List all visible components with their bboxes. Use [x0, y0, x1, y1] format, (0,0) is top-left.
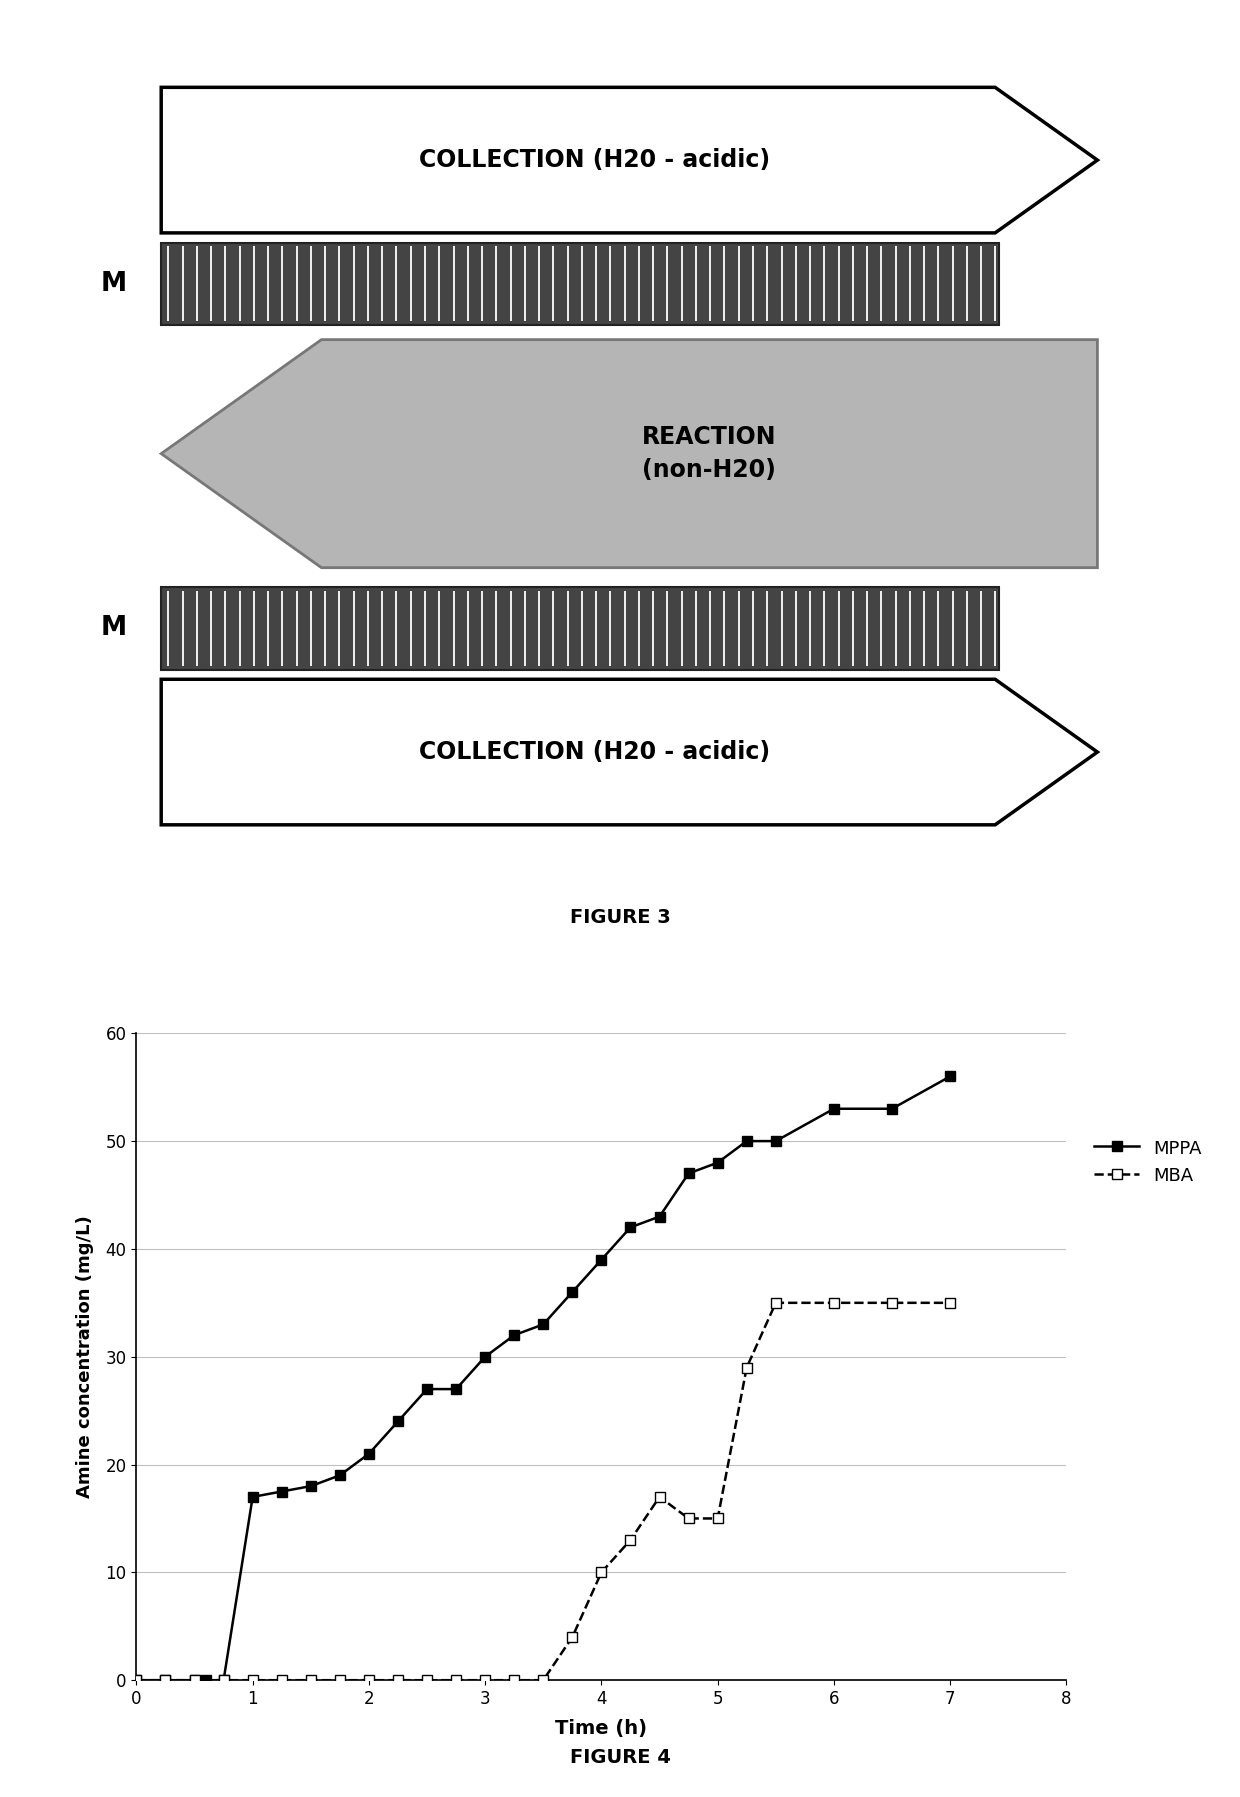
Text: COLLECTION (H20 - acidic): COLLECTION (H20 - acidic) [419, 147, 770, 173]
MBA [942, 1292, 957, 1314]
MBA [274, 1669, 289, 1691]
MPPA [594, 1249, 609, 1270]
Y-axis label: Amine concentration (mg/L): Amine concentration (mg/L) [77, 1215, 94, 1499]
MBA [477, 1669, 492, 1691]
MBA [884, 1292, 899, 1314]
Text: FIGURE 3: FIGURE 3 [569, 907, 671, 927]
MPPA [216, 1669, 231, 1691]
MBA [739, 1357, 754, 1378]
MBA [622, 1529, 637, 1551]
MPPA [942, 1066, 957, 1087]
Text: REACTION
(non-H20): REACTION (non-H20) [642, 424, 776, 482]
FancyBboxPatch shape [161, 243, 999, 325]
Legend: MPPA, MBA: MPPA, MBA [1094, 1139, 1202, 1184]
MPPA [536, 1314, 551, 1335]
MPPA [477, 1346, 492, 1368]
MBA [711, 1508, 725, 1529]
MPPA [711, 1152, 725, 1173]
MBA [157, 1669, 172, 1691]
MPPA [652, 1206, 667, 1227]
MBA [216, 1669, 231, 1691]
Polygon shape [161, 340, 1097, 568]
MBA [652, 1486, 667, 1508]
MPPA [362, 1443, 377, 1465]
MPPA [449, 1378, 464, 1400]
MBA [827, 1292, 842, 1314]
MPPA [769, 1130, 784, 1152]
MPPA [274, 1481, 289, 1502]
MPPA [507, 1324, 522, 1346]
MPPA [157, 1669, 172, 1691]
Text: FIGURE 4: FIGURE 4 [569, 1748, 671, 1766]
MBA [246, 1669, 260, 1691]
MPPA [391, 1411, 405, 1432]
MPPA [129, 1669, 144, 1691]
MPPA [622, 1217, 637, 1238]
MBA [769, 1292, 784, 1314]
MPPA [187, 1669, 202, 1691]
FancyBboxPatch shape [161, 588, 999, 670]
MBA [304, 1669, 319, 1691]
MBA [362, 1669, 377, 1691]
MBA [536, 1669, 551, 1691]
MBA [565, 1626, 580, 1648]
X-axis label: Time (h): Time (h) [556, 1720, 647, 1738]
MBA [391, 1669, 405, 1691]
MBA [419, 1669, 434, 1691]
MBA [332, 1669, 347, 1691]
MPPA [884, 1098, 899, 1120]
Line: MPPA: MPPA [131, 1071, 955, 1686]
MPPA [198, 1669, 213, 1691]
MPPA [827, 1098, 842, 1120]
MBA [681, 1508, 696, 1529]
Line: MBA: MBA [131, 1297, 955, 1686]
Text: M: M [100, 271, 128, 297]
MPPA [246, 1486, 260, 1508]
MPPA [681, 1163, 696, 1184]
MBA [187, 1669, 202, 1691]
MBA [129, 1669, 144, 1691]
MPPA [332, 1465, 347, 1486]
MPPA [739, 1130, 754, 1152]
Polygon shape [161, 88, 1097, 234]
Polygon shape [161, 679, 1097, 825]
MPPA [304, 1475, 319, 1497]
Text: COLLECTION (H20 - acidic): COLLECTION (H20 - acidic) [419, 740, 770, 764]
MBA [507, 1669, 522, 1691]
Text: M: M [100, 615, 128, 642]
MBA [594, 1562, 609, 1583]
MPPA [419, 1378, 434, 1400]
MPPA [565, 1281, 580, 1303]
MBA [449, 1669, 464, 1691]
